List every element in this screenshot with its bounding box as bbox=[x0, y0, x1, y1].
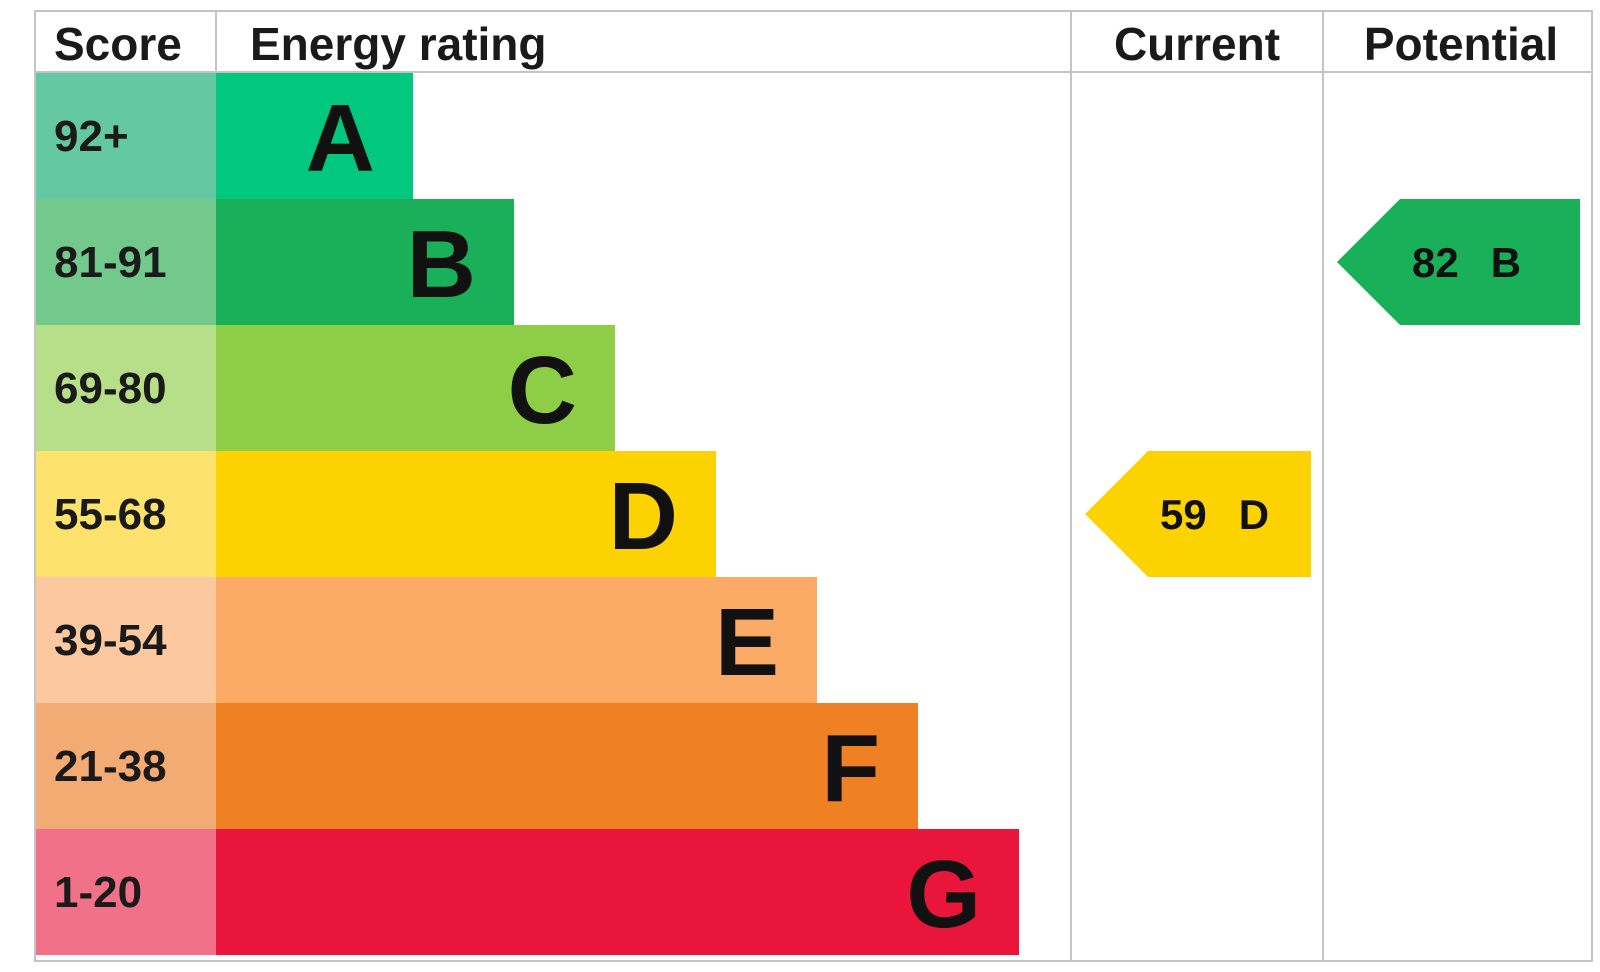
score-label-g: 1-20 bbox=[54, 868, 142, 917]
current-score-value: 59 bbox=[1160, 491, 1207, 538]
band-bar-f bbox=[216, 703, 918, 829]
potential-score-value: 82 bbox=[1412, 239, 1459, 286]
potential-arrow bbox=[1337, 199, 1580, 325]
current-arrow bbox=[1085, 451, 1311, 577]
score-label-b: 81-91 bbox=[54, 238, 167, 287]
header-score: Score bbox=[54, 18, 182, 70]
score-cell-c bbox=[35, 325, 216, 451]
score-label-c: 69-80 bbox=[54, 364, 167, 413]
potential-band-letter: B bbox=[1491, 239, 1521, 286]
score-cell-d bbox=[35, 451, 216, 577]
score-label-e: 39-54 bbox=[54, 616, 167, 665]
band-letter-c: C bbox=[508, 337, 577, 444]
header-energy-rating: Energy rating bbox=[250, 18, 547, 70]
header-current: Current bbox=[1114, 18, 1280, 70]
current-band-letter: D bbox=[1239, 491, 1269, 538]
band-letter-d: D bbox=[609, 463, 678, 570]
table-border bbox=[34, 10, 1593, 962]
band-bar-a bbox=[216, 73, 413, 199]
score-cell-f bbox=[35, 703, 216, 829]
band-letter-g: G bbox=[906, 841, 981, 948]
band-letter-e: E bbox=[715, 589, 779, 696]
band-letter-b: B bbox=[407, 211, 476, 318]
band-bar-g bbox=[216, 829, 1019, 955]
band-letter-a: A bbox=[306, 85, 375, 192]
band-bar-b bbox=[216, 199, 514, 325]
current-arrow-label: 59 D bbox=[1160, 491, 1269, 538]
score-label-f: 21-38 bbox=[54, 742, 167, 791]
band-bar-c bbox=[216, 325, 615, 451]
score-label-d: 55-68 bbox=[54, 490, 167, 539]
band-letter-f: F bbox=[821, 715, 880, 822]
score-cell-a bbox=[35, 73, 216, 199]
potential-arrow-label: 82 B bbox=[1412, 239, 1521, 286]
score-cell-e bbox=[35, 577, 216, 703]
band-bar-d bbox=[216, 451, 716, 577]
band-bar-e bbox=[216, 577, 817, 703]
score-cell-g bbox=[35, 829, 216, 955]
score-label-a: 92+ bbox=[54, 112, 129, 161]
header-potential: Potential bbox=[1364, 18, 1558, 70]
score-cell-b bbox=[35, 199, 216, 325]
